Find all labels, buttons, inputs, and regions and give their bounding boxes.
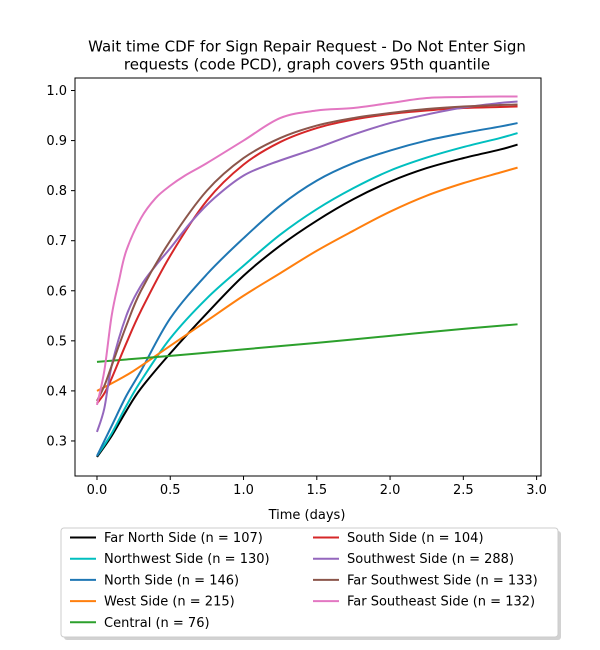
legend-entry: Southwest Side (n = 288) bbox=[313, 552, 514, 567]
y-tick-label: 0.6 bbox=[46, 284, 67, 299]
legend-label: South Side (n = 104) bbox=[347, 531, 484, 546]
x-axis: 0.0 0.5 1.0 1.5 2.0 2.5 3.0 bbox=[87, 476, 547, 498]
x-tick-label: 2.5 bbox=[453, 483, 474, 498]
series-line-2 bbox=[96, 122, 518, 457]
y-tick-label: 0.3 bbox=[46, 434, 67, 449]
legend: Far North Side (n = 107) Northwest Side (… bbox=[60, 527, 561, 640]
series-line-5 bbox=[96, 105, 518, 405]
legend-frame bbox=[60, 527, 559, 638]
legend-entry: North Side (n = 146) bbox=[70, 573, 239, 588]
x-tick-label: 0.5 bbox=[160, 483, 181, 498]
legend-entry: South Side (n = 104) bbox=[313, 531, 484, 546]
series-line-8 bbox=[96, 95, 518, 406]
series-line-3 bbox=[96, 166, 518, 392]
chart-title-line-1: Wait time CDF for Sign Repair Request - … bbox=[88, 38, 526, 56]
x-tick-label: 1.0 bbox=[233, 483, 254, 498]
legend-label: Northwest Side (n = 130) bbox=[104, 552, 270, 567]
legend-entry: Northwest Side (n = 130) bbox=[70, 552, 270, 567]
x-tick-label: 3.0 bbox=[526, 483, 547, 498]
y-tick-label: 0.8 bbox=[46, 184, 67, 199]
y-tick-label: 1.0 bbox=[46, 84, 67, 99]
plot-area-frame bbox=[74, 77, 542, 477]
series-line-1 bbox=[96, 132, 518, 457]
y-tick-label: 0.5 bbox=[46, 334, 67, 349]
legend-label: West Side (n = 215) bbox=[104, 595, 235, 610]
legend-label: Far Southeast Side (n = 132) bbox=[347, 595, 535, 610]
legend-entry: Far North Side (n = 107) bbox=[70, 531, 263, 546]
legend-entry: Central (n = 76) bbox=[70, 616, 210, 631]
y-axis: 0.3 0.4 0.5 0.6 0.7 0.8 0.9 1.0 bbox=[46, 84, 75, 449]
legend-label: Far North Side (n = 107) bbox=[104, 531, 263, 546]
legend-label: Far Southwest Side (n = 133) bbox=[347, 573, 538, 588]
series-line-0 bbox=[96, 143, 518, 458]
series-line-6 bbox=[96, 100, 518, 433]
series-layer bbox=[96, 95, 518, 458]
legend-entry: Far Southeast Side (n = 132) bbox=[313, 595, 535, 610]
x-tick-label: 1.5 bbox=[306, 483, 327, 498]
y-tick-label: 0.4 bbox=[46, 384, 67, 399]
series-line-4 bbox=[96, 323, 518, 363]
x-axis-label: Time (days) bbox=[268, 508, 346, 523]
legend-label: Central (n = 76) bbox=[104, 616, 210, 631]
legend-label: North Side (n = 146) bbox=[104, 573, 239, 588]
series-line-7 bbox=[96, 103, 518, 402]
y-tick-label: 0.9 bbox=[46, 134, 67, 149]
legend-entry: West Side (n = 215) bbox=[70, 595, 235, 610]
legend-entry: Far Southwest Side (n = 133) bbox=[313, 573, 538, 588]
y-tick-label: 0.7 bbox=[46, 234, 67, 249]
x-tick-label: 2.0 bbox=[380, 483, 401, 498]
chart-title: Wait time CDF for Sign Repair Request - … bbox=[88, 38, 526, 74]
x-tick-label: 0.0 bbox=[87, 483, 108, 498]
chart-title-line-2: requests (code PCD), graph covers 95th q… bbox=[124, 56, 490, 74]
legend-label: Southwest Side (n = 288) bbox=[347, 552, 514, 567]
